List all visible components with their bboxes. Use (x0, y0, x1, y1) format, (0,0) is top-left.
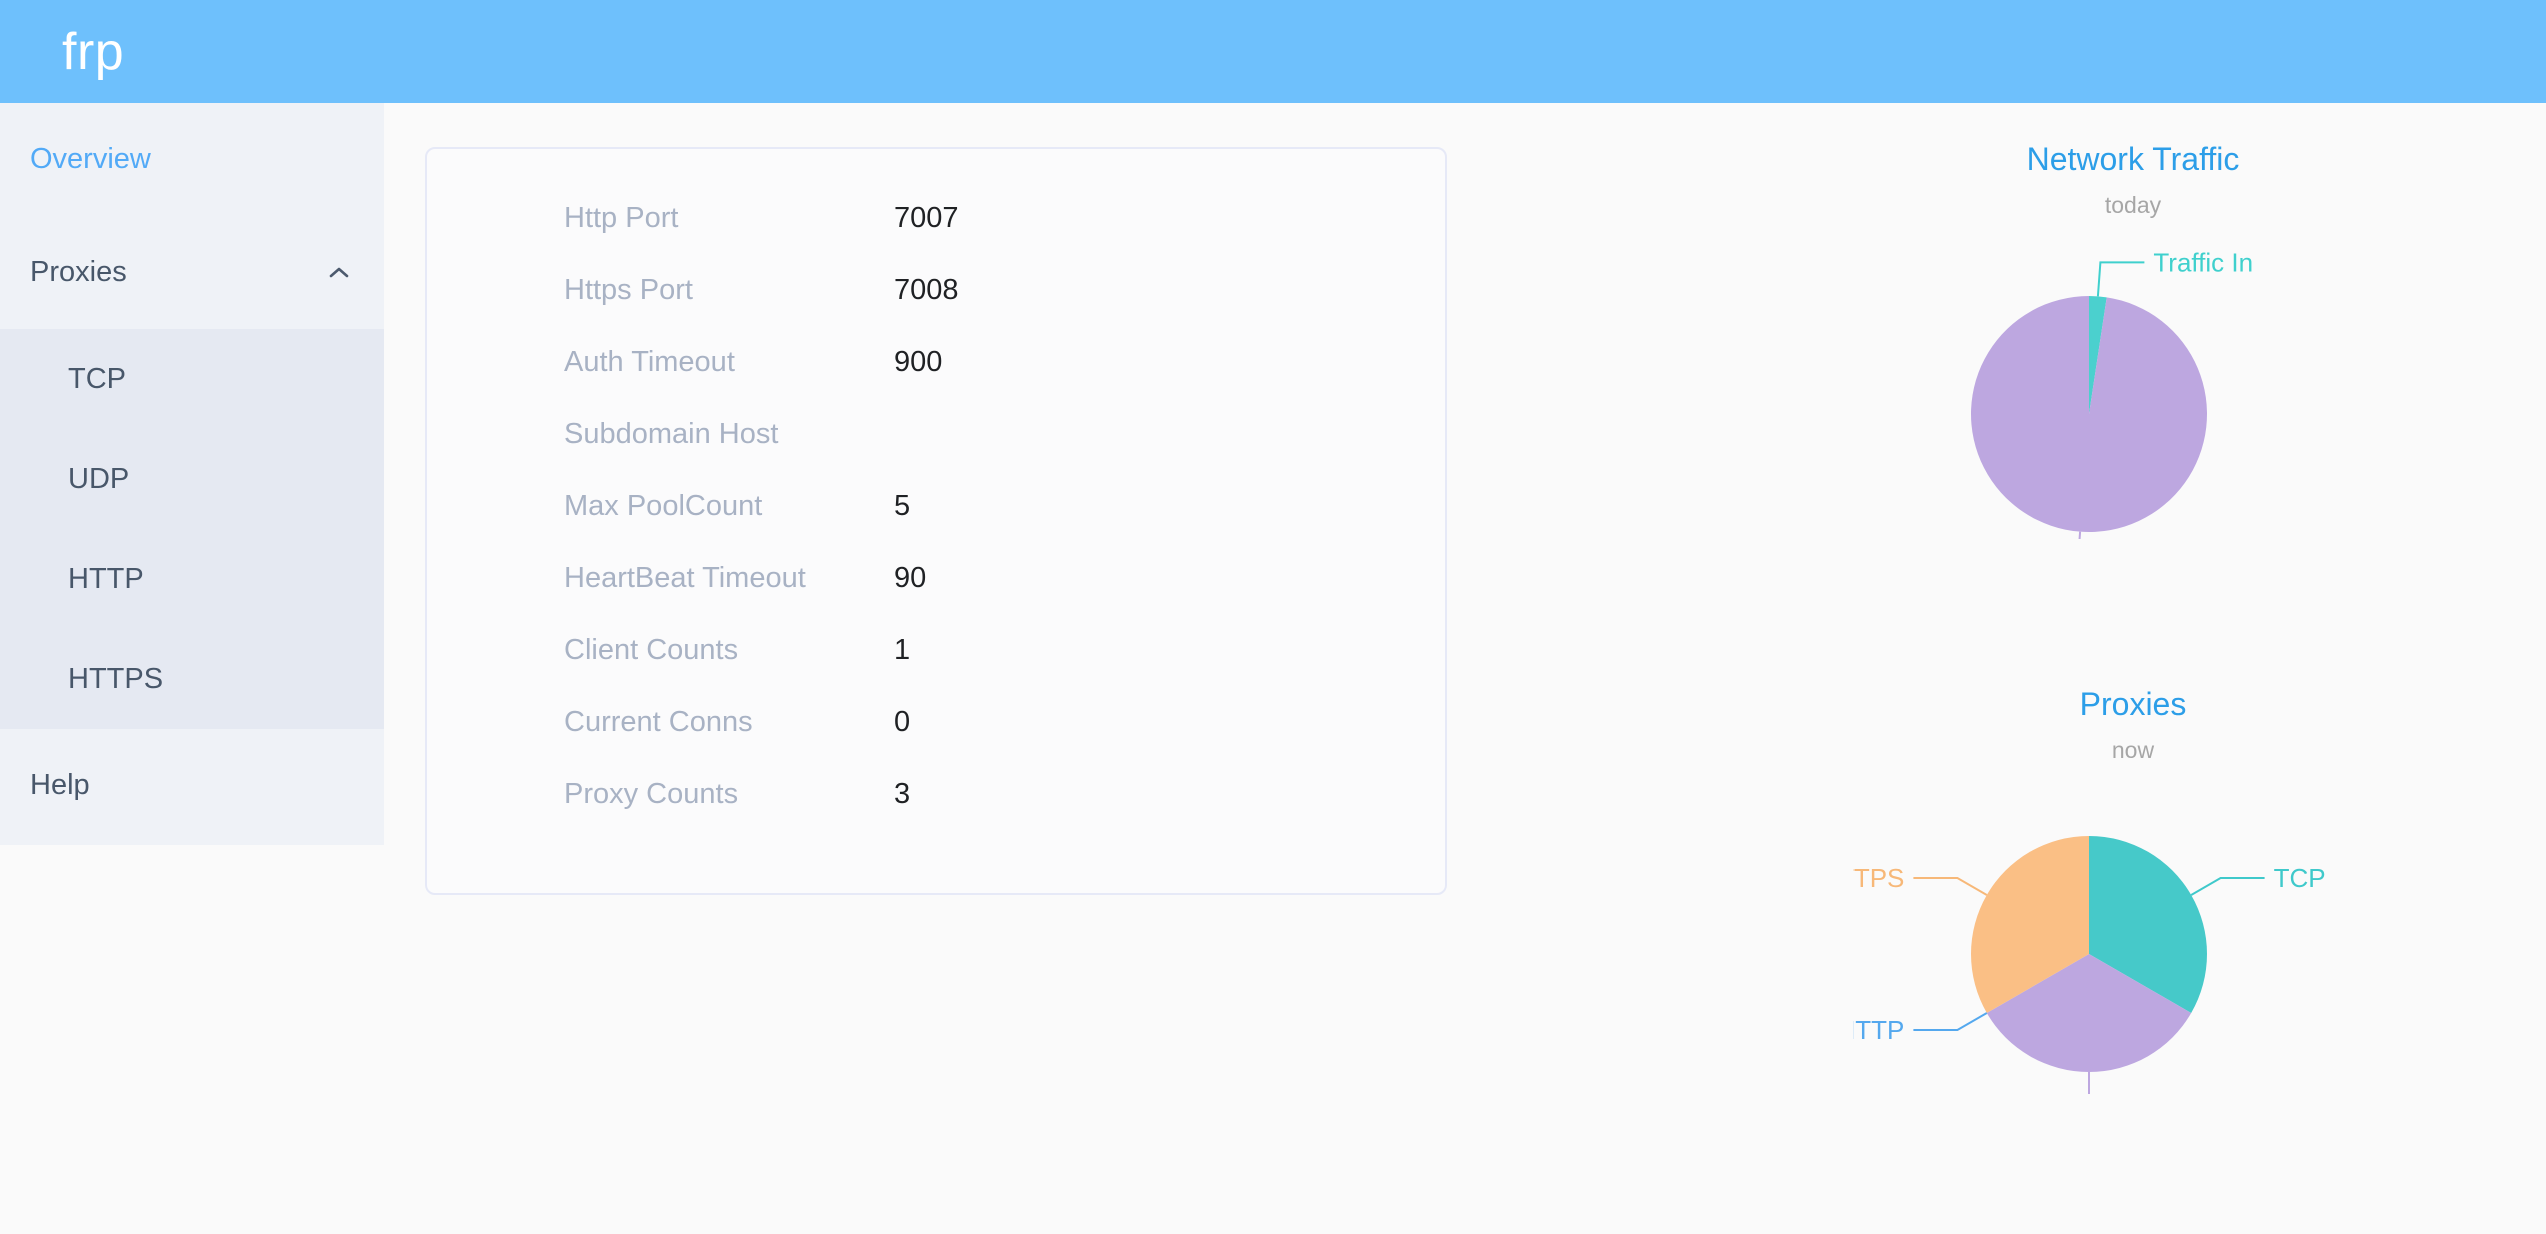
server-info-card: Http Port 7007 Https Port 7008 Auth Time… (425, 147, 1447, 895)
info-row-https-port: Https Port 7008 (427, 276, 1445, 348)
info-row-http-port: Http Port 7007 (427, 204, 1445, 276)
sidebar-item-tcp[interactable]: TCP (0, 329, 384, 429)
info-value: 5 (894, 490, 911, 522)
chevron-up-icon[interactable] (326, 260, 352, 286)
network-traffic-title: Network Traffic (2026, 141, 2240, 177)
sidebar-group-proxies-label: Proxies (30, 256, 127, 288)
info-label: Client Counts (564, 634, 739, 666)
info-value: 0 (894, 706, 911, 738)
pie-slice-traffic-in[interactable] (2089, 296, 2107, 414)
sidebar-item-help-label: Help (30, 769, 90, 801)
sidebar-subnav-proxies: TCP UDP HTTP HTTPS (0, 329, 384, 729)
sidebar-item-http-label: HTTP (68, 562, 144, 595)
info-label: HeartBeat Timeout (564, 562, 806, 594)
info-label: Http Port (564, 202, 679, 234)
sidebar-item-udp[interactable]: UDP (0, 429, 384, 529)
pie-label-traffic-out: Traffic Out (2078, 531, 2082, 539)
info-row-auth-timeout: Auth Timeout 900 (427, 348, 1445, 420)
info-label: Auth Timeout (564, 346, 735, 378)
sidebar-item-overview[interactable]: Overview (0, 103, 384, 216)
info-label: Subdomain Host (564, 418, 779, 450)
server-info-list: Http Port 7007 Https Port 7008 Auth Time… (427, 204, 1445, 852)
proxies-chart: Proxies now TCP UDP HTTP HTTPS (1853, 688, 2413, 1094)
sidebar-item-https-label: HTTPS (68, 662, 164, 695)
info-row-proxy-counts: Proxy Counts 3 (427, 780, 1445, 852)
sidebar-item-http[interactable]: HTTP (0, 529, 384, 629)
sidebar-item-https[interactable]: HTTPS (0, 629, 384, 729)
pie-label-text: HTTPS (1853, 863, 1904, 893)
pie-label-http: HTTP (1853, 1012, 1988, 1045)
info-row-heartbeat-timeout: HeartBeat Timeout 90 (427, 564, 1445, 636)
pie-label-text: Traffic In (2153, 247, 2253, 277)
info-value: 90 (894, 562, 927, 594)
pie-label-tcp: TCP (2190, 863, 2326, 896)
info-value: 1 (894, 634, 911, 666)
info-row-current-conns: Current Conns 0 (427, 708, 1445, 780)
info-value: 7007 (894, 202, 959, 234)
sidebar-item-overview-label: Overview (30, 143, 151, 175)
info-label: Https Port (564, 274, 693, 306)
pie-slice-https[interactable] (1971, 836, 2089, 1013)
app-header: frp (0, 0, 2546, 103)
pie-slice-traffic-out[interactable] (1971, 296, 2207, 532)
info-label: Max PoolCount (564, 490, 763, 522)
sidebar-item-help[interactable]: Help (0, 729, 384, 842)
proxies-subtitle: now (2111, 737, 2155, 763)
info-value: 900 (894, 346, 943, 378)
pie-slice-tcp[interactable] (2089, 836, 2207, 1013)
pie-label-text: HTTP (1853, 1015, 1904, 1045)
info-row-client-counts: Client Counts 1 (427, 636, 1445, 708)
sidebar-nav: Overview Proxies TCP UDP HTTP HTTPS Help (0, 103, 384, 845)
pie-label-udp: UDP (2088, 1072, 2197, 1094)
sidebar-group-proxies[interactable]: Proxies (0, 216, 384, 329)
info-value: 7008 (894, 274, 959, 306)
pie-label-traffic-in: Traffic In (2096, 247, 2253, 297)
pie-label-https: HTTPS (1853, 863, 1988, 896)
proxies-pie[interactable]: TCP UDP HTTP HTTPS (1853, 774, 2413, 1094)
sidebar-item-tcp-label: TCP (68, 362, 126, 395)
main-content: Http Port 7007 Https Port 7008 Auth Time… (384, 103, 2546, 1234)
network-traffic-chart: Network Traffic today Traffic InTraffic … (1853, 143, 2413, 539)
sidebar-item-udp-label: UDP (68, 462, 130, 495)
info-label: Current Conns (564, 706, 753, 738)
info-value: 3 (894, 778, 911, 810)
network-traffic-pie[interactable]: Traffic In Traffic Out (1853, 229, 2413, 539)
app-logo-frp: frp (62, 22, 125, 81)
network-traffic-subtitle: today (2104, 192, 2162, 218)
info-row-subdomain-host: Subdomain Host (427, 420, 1445, 492)
pie-label-text: UDP (2142, 1091, 2197, 1094)
pie-slice-udp[interactable] (1986, 954, 2192, 1072)
info-label: Proxy Counts (564, 778, 739, 810)
proxies-title: Proxies (2079, 686, 2187, 722)
info-row-max-poolcount: Max PoolCount 5 (427, 492, 1445, 564)
pie-label-text: TCP (2274, 863, 2326, 893)
